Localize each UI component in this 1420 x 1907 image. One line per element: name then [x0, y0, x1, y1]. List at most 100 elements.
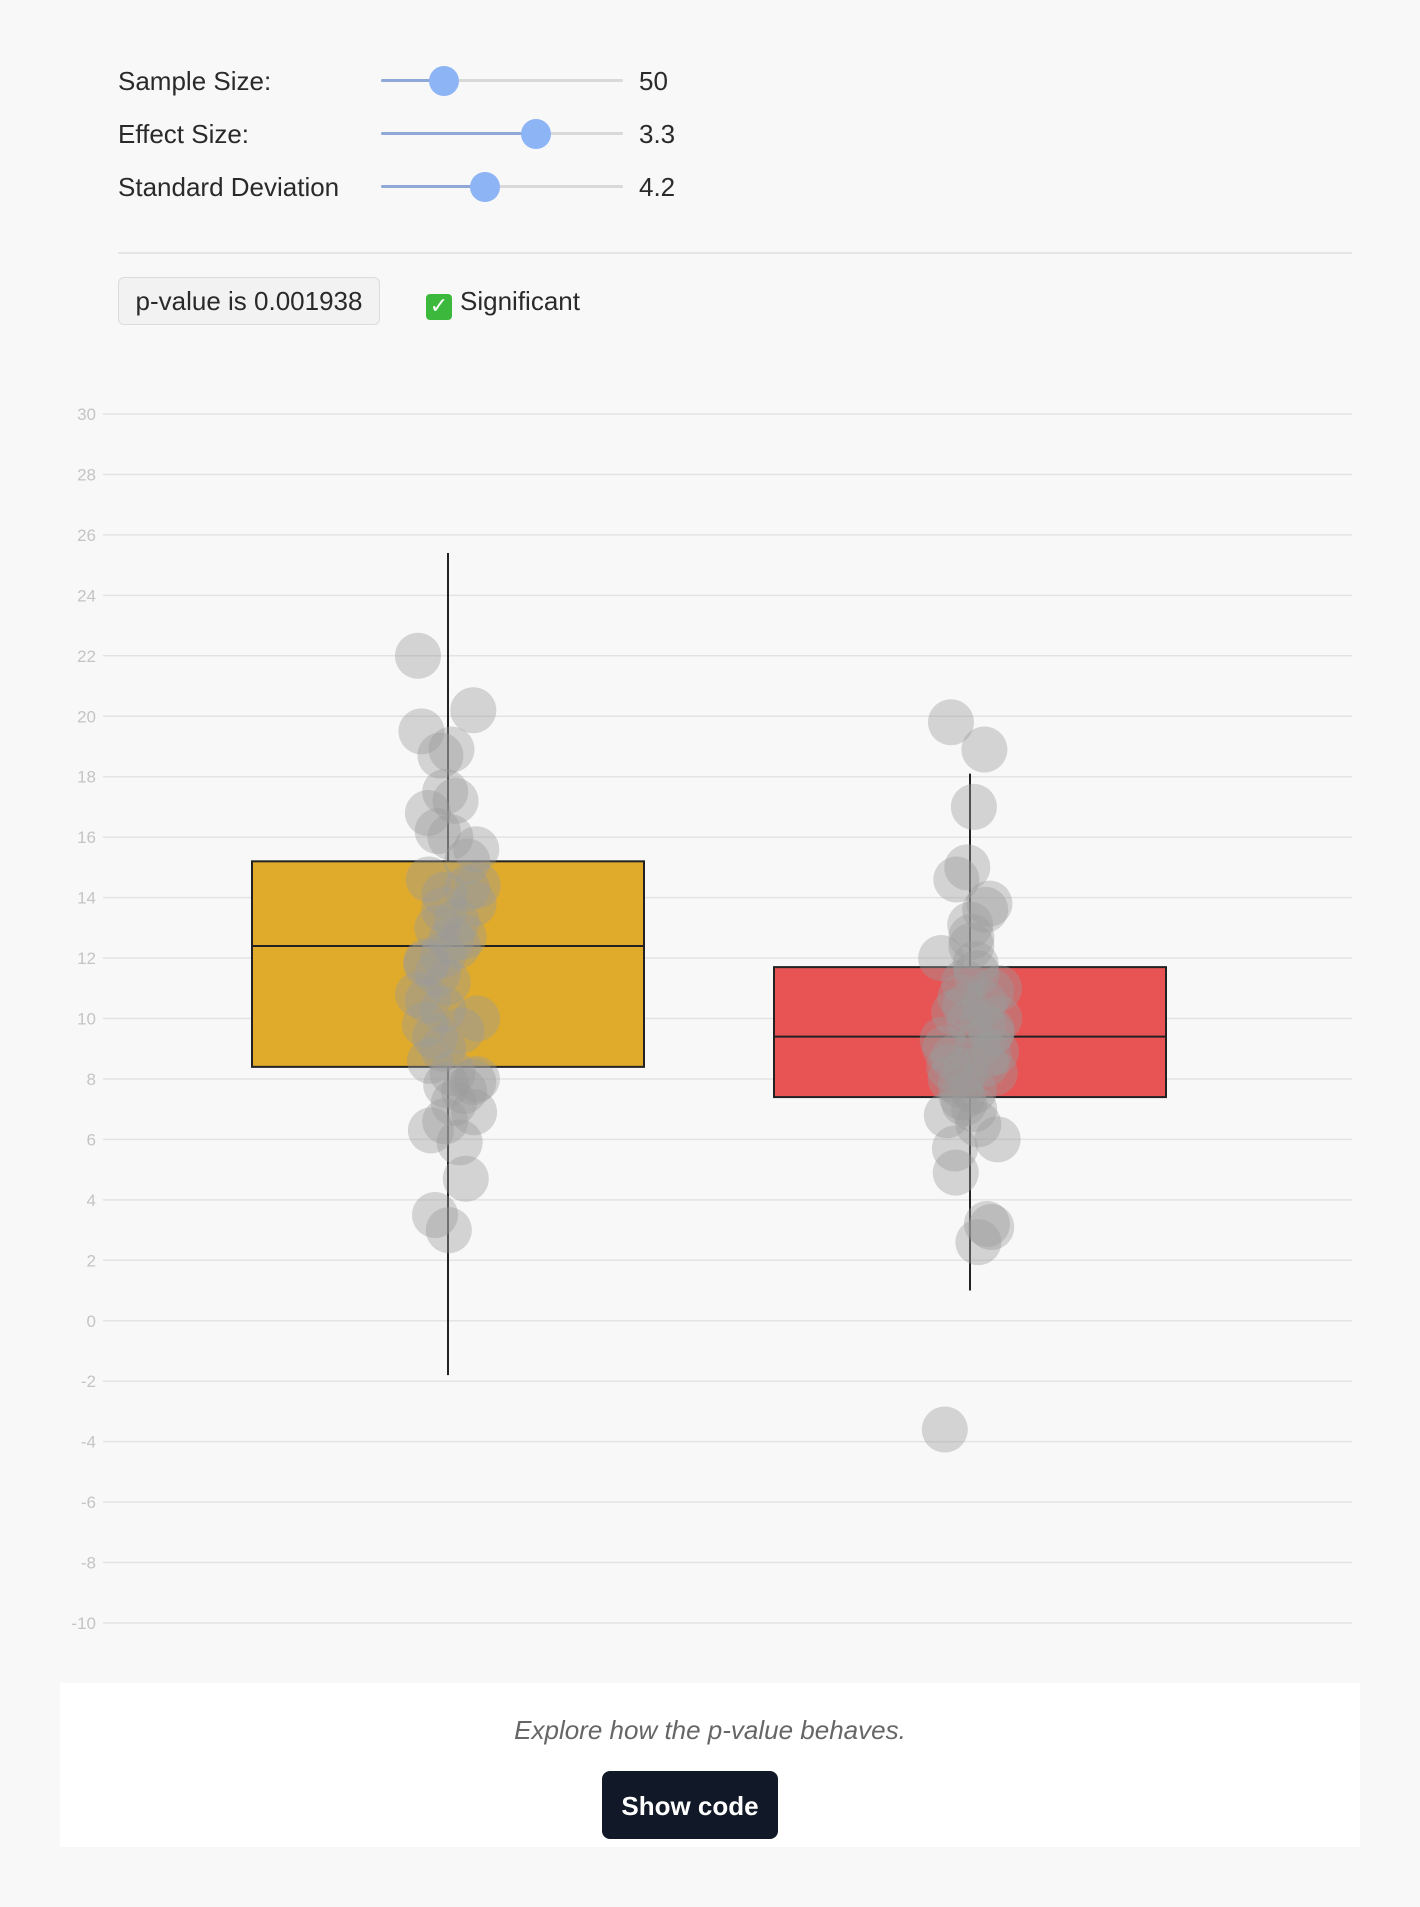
data-point: [404, 789, 451, 836]
data-point: [407, 1107, 454, 1154]
data-point: [404, 977, 451, 1024]
data-point: [961, 726, 1008, 773]
data-point: [421, 886, 468, 933]
show-code-button[interactable]: Show code: [602, 1771, 778, 1839]
y-tick-label: 10: [77, 1010, 96, 1029]
y-tick-label: 8: [87, 1070, 96, 1089]
data-point: [942, 1046, 989, 1093]
data-point: [937, 974, 984, 1021]
data-point: [961, 980, 1008, 1027]
data-point: [421, 871, 468, 918]
data-point: [412, 1013, 459, 1060]
box-2: [773, 966, 1167, 1099]
data-point: [403, 941, 450, 988]
data-point: [395, 971, 442, 1018]
data-point: [444, 838, 491, 885]
slider-thumb[interactable]: [520, 119, 551, 149]
data-point: [927, 699, 974, 746]
y-tick-label: 18: [77, 768, 96, 787]
data-point: [974, 1116, 1021, 1163]
data-point: [930, 1034, 977, 1081]
data-point: [420, 986, 467, 1033]
y-tick-label: 2: [87, 1251, 96, 1270]
data-point: [931, 1125, 978, 1172]
data-point: [422, 768, 469, 815]
data-point: [407, 1037, 454, 1084]
data-point: [954, 1022, 1001, 1069]
data-point: [967, 968, 1014, 1015]
y-tick-label: 0: [87, 1312, 96, 1331]
data-point: [401, 1001, 448, 1048]
y-tick-label: -10: [71, 1614, 96, 1633]
data-point: [950, 783, 997, 830]
effect-size-slider[interactable]: [381, 113, 623, 153]
data-point: [952, 941, 999, 988]
y-tick-label: 26: [77, 526, 96, 545]
data-point: [411, 1191, 458, 1238]
data-point: [436, 1119, 483, 1166]
slider-fill: [381, 132, 536, 135]
data-point: [962, 886, 1009, 933]
y-tick-label: 24: [77, 586, 96, 605]
data-point: [428, 916, 475, 963]
data-point: [414, 904, 461, 951]
y-tick-label: 22: [77, 647, 96, 666]
data-point: [405, 856, 452, 903]
data-point: [931, 989, 978, 1036]
data-point: [939, 1074, 986, 1121]
data-point: [947, 901, 994, 948]
data-point: [398, 708, 445, 755]
data-point: [422, 1098, 469, 1145]
y-tick-label: 12: [77, 949, 96, 968]
data-point: [976, 995, 1023, 1042]
data-point: [919, 1016, 966, 1063]
data-point: [428, 726, 475, 773]
effect-size-label: Effect Size:: [118, 119, 250, 149]
data-point: [968, 1204, 1015, 1251]
std-dev-value: 4.2: [639, 172, 676, 202]
data-point: [923, 1092, 970, 1139]
y-tick-label: 28: [77, 465, 96, 484]
footer-caption: Explore how the p-value behaves.: [514, 1715, 906, 1745]
data-point: [962, 1040, 1009, 1087]
data-point: [922, 1025, 969, 1072]
data-point: [450, 687, 497, 734]
data-point: [968, 1010, 1015, 1057]
slider-thumb[interactable]: [428, 66, 459, 96]
data-point: [918, 935, 965, 982]
data-point: [450, 1058, 497, 1105]
y-tick-label: 14: [77, 889, 96, 908]
data-point: [403, 938, 450, 985]
data-point: [438, 1007, 485, 1054]
data-point: [955, 1219, 1002, 1266]
data-point: [433, 898, 480, 945]
y-tick-label: -2: [81, 1372, 96, 1391]
data-point: [933, 856, 980, 903]
slider-thumb[interactable]: [470, 172, 501, 202]
significance-label: Significant: [460, 286, 580, 316]
data-point: [450, 880, 497, 927]
data-point: [417, 732, 464, 779]
data-point: [429, 1049, 476, 1096]
data-point: [948, 913, 995, 960]
data-point: [976, 965, 1023, 1012]
std-dev-label: Standard Deviation: [118, 172, 340, 202]
data-point: [944, 844, 991, 891]
slider-fill: [381, 79, 444, 82]
data-point: [950, 1068, 997, 1115]
sample-size-slider[interactable]: [381, 60, 623, 100]
data-point: [425, 1207, 472, 1254]
data-point: [432, 777, 479, 824]
data-point: [453, 826, 500, 873]
std-dev-slider[interactable]: [381, 166, 623, 206]
data-point: [942, 983, 989, 1030]
y-tick-label: -6: [81, 1493, 96, 1512]
slider-track: [381, 79, 623, 82]
data-point: [454, 862, 501, 909]
data-point: [451, 1089, 498, 1136]
y-tick-label: 6: [87, 1130, 96, 1149]
box-1: [251, 860, 645, 1068]
data-point: [453, 1055, 500, 1102]
y-tick-label: -8: [81, 1554, 96, 1573]
